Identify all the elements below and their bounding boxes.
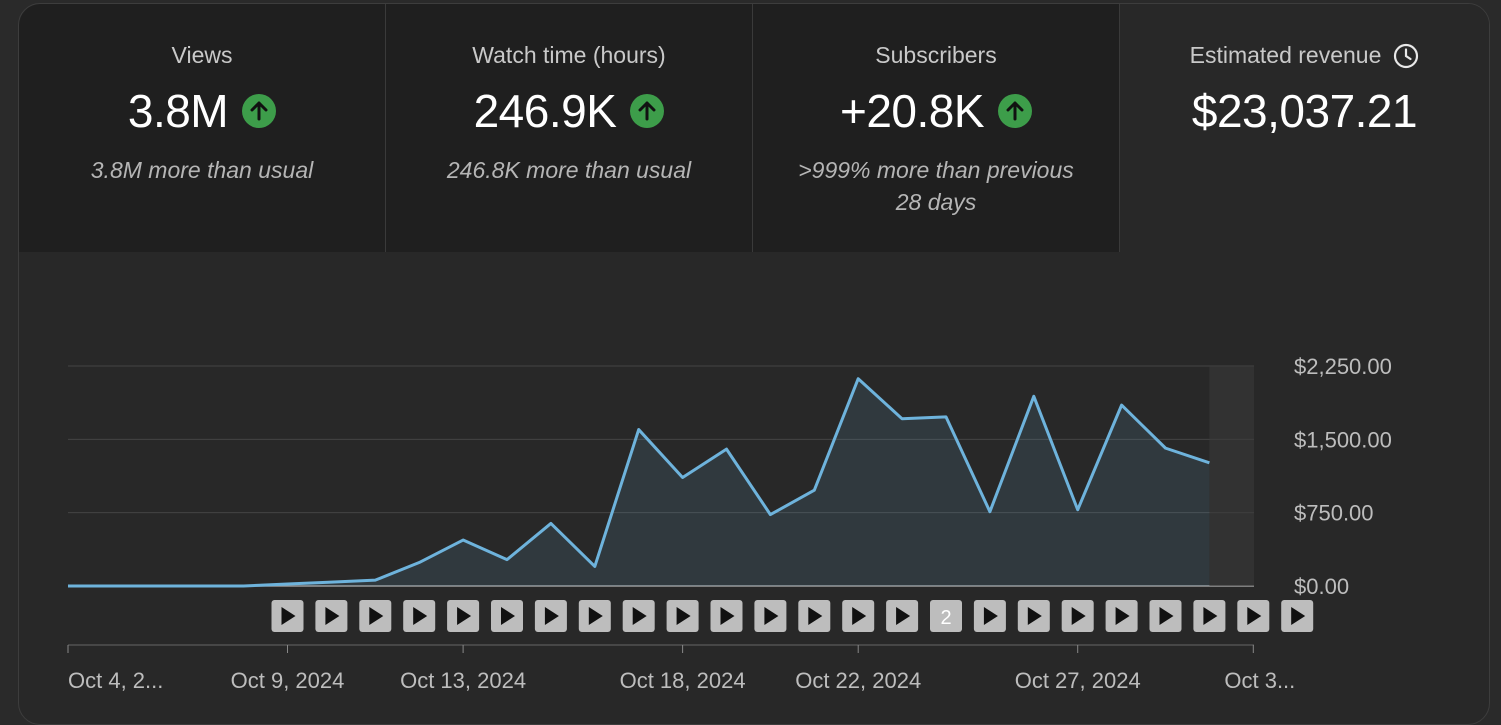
- arrow-up-icon: [242, 94, 276, 128]
- metric-subscribers[interactable]: Subscribers +20.8K >999% more than previ…: [753, 4, 1120, 252]
- y-tick-label: $1,500.00: [1294, 427, 1392, 452]
- play-icon[interactable]: [974, 600, 1006, 632]
- play-icon[interactable]: [1193, 600, 1225, 632]
- play-icon[interactable]: [447, 600, 479, 632]
- play-icon[interactable]: [1018, 600, 1050, 632]
- play-icon[interactable]: [1150, 600, 1182, 632]
- play-icon[interactable]: [754, 600, 786, 632]
- hover-column: [1209, 366, 1254, 586]
- arrow-up-icon: [630, 94, 664, 128]
- metric-label: Watch time (hours): [386, 42, 752, 69]
- x-tick-label: Oct 3...: [1224, 668, 1295, 693]
- x-tick-label: Oct 4, 2...: [68, 668, 163, 693]
- metric-label: Subscribers: [753, 42, 1119, 69]
- play-icon[interactable]: [842, 600, 874, 632]
- x-tick-label: Oct 13, 2024: [400, 668, 526, 693]
- play-icon[interactable]: [623, 600, 655, 632]
- marker-count: 2: [940, 607, 951, 629]
- play-icon[interactable]: [315, 600, 347, 632]
- marker-count-badge[interactable]: 2: [930, 600, 962, 632]
- metric-comparison: 246.8K more than usual: [416, 154, 722, 186]
- metric-views[interactable]: Views 3.8M 3.8M more than usual: [19, 4, 386, 252]
- play-icon[interactable]: [579, 600, 611, 632]
- metric-value: 246.9K: [474, 84, 617, 138]
- x-tick-label: Oct 22, 2024: [795, 668, 921, 693]
- metric-label: Views: [19, 42, 385, 69]
- play-icon[interactable]: [711, 600, 743, 632]
- metric-label: Estimated revenue: [1190, 42, 1382, 69]
- play-icon[interactable]: [1237, 600, 1269, 632]
- play-icon[interactable]: [1106, 600, 1138, 632]
- metrics-row: Views 3.8M 3.8M more than usual Watch ti…: [19, 4, 1489, 252]
- revenue-chart-svg: $2,250.00 $1,500.00 $750.00 $0.00 2 Oct 4, 2.…: [19, 252, 1489, 712]
- metric-value: 3.8M: [128, 84, 228, 138]
- play-icon[interactable]: [886, 600, 918, 632]
- clock-icon[interactable]: [1393, 43, 1419, 69]
- analytics-card: Views 3.8M 3.8M more than usual Watch ti…: [18, 3, 1490, 725]
- play-icon[interactable]: [1281, 600, 1313, 632]
- play-icon[interactable]: [535, 600, 567, 632]
- x-tick-label: Oct 18, 2024: [620, 668, 746, 693]
- y-tick-label: $750.00: [1294, 501, 1374, 526]
- metric-comparison: 3.8M more than usual: [49, 154, 355, 186]
- x-tick-label: Oct 27, 2024: [1015, 668, 1141, 693]
- metric-label-row: Estimated revenue: [1120, 42, 1489, 69]
- y-tick-label: $2,250.00: [1294, 354, 1392, 379]
- play-icon[interactable]: [491, 600, 523, 632]
- metric-watch-time[interactable]: Watch time (hours) 246.9K 246.8K more th…: [386, 4, 753, 252]
- play-icon[interactable]: [667, 600, 699, 632]
- revenue-chart: $2,250.00 $1,500.00 $750.00 $0.00 2 Oct 4, 2.…: [19, 252, 1489, 712]
- arrow-up-icon: [998, 94, 1032, 128]
- metric-value: +20.8K: [840, 84, 984, 138]
- y-tick-label: $0.00: [1294, 574, 1349, 599]
- play-icon[interactable]: [359, 600, 391, 632]
- play-icon[interactable]: [403, 600, 435, 632]
- play-icon[interactable]: [1062, 600, 1094, 632]
- metric-value: $23,037.21: [1192, 84, 1417, 138]
- x-tick-label: Oct 9, 2024: [231, 668, 345, 693]
- metric-estimated-revenue[interactable]: Estimated revenue $23,037.21: [1120, 4, 1489, 252]
- metric-comparison: >999% more than previous 28 days: [783, 154, 1089, 218]
- play-icon[interactable]: [798, 600, 830, 632]
- play-icon[interactable]: [272, 600, 304, 632]
